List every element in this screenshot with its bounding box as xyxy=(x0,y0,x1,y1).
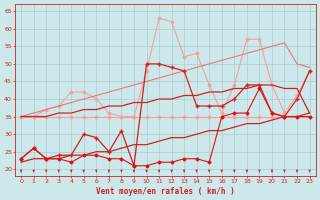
X-axis label: Vent moyen/en rafales ( km/h ): Vent moyen/en rafales ( km/h ) xyxy=(96,187,235,196)
